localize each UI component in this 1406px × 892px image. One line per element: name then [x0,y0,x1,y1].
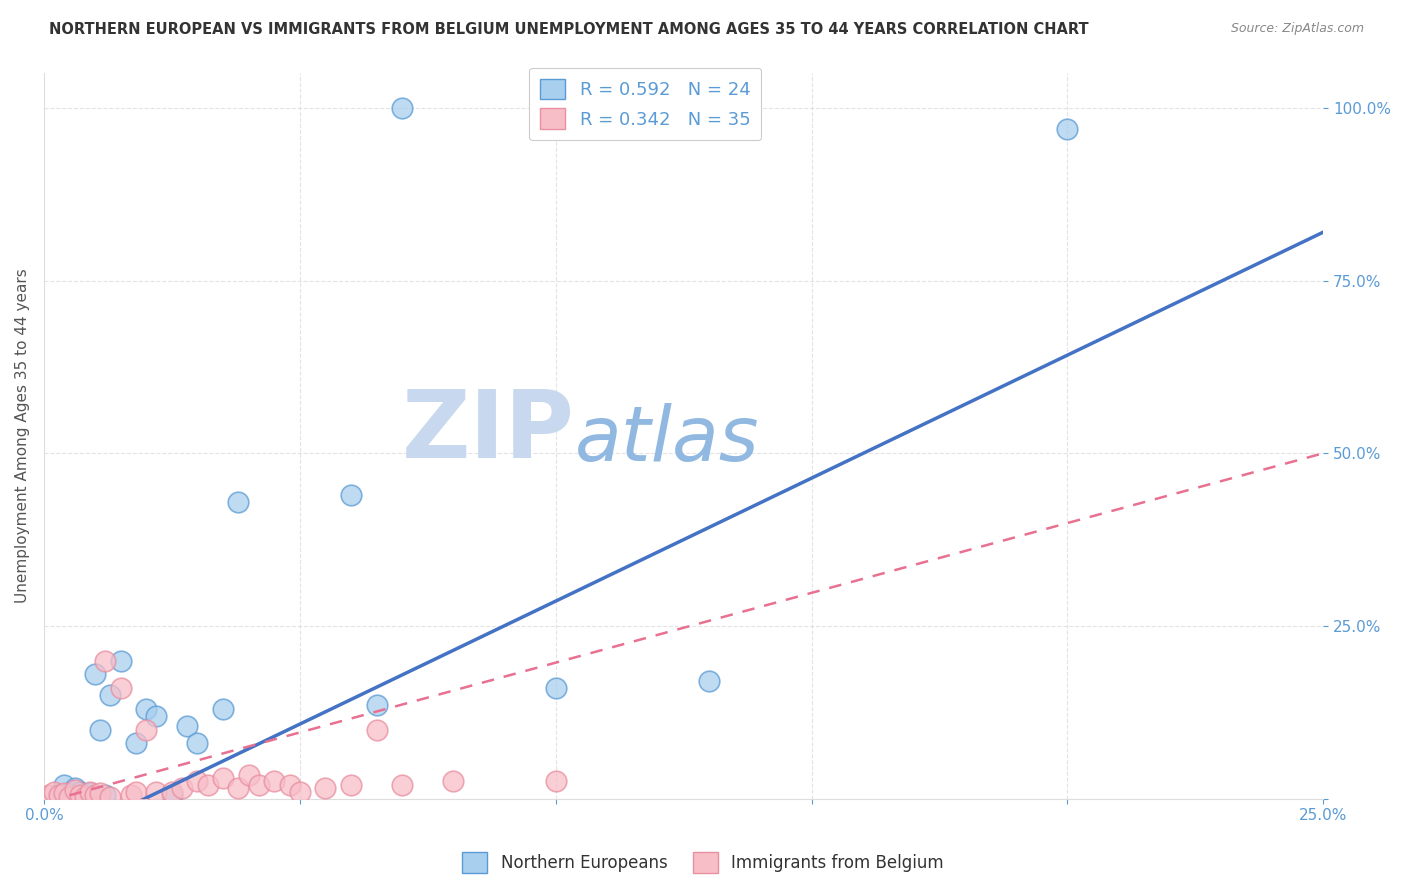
Point [100,789,122,804]
Point [186,774,208,789]
Point [125,785,148,799]
Point [53,786,76,800]
Point [69,785,91,799]
Point [42,785,65,799]
Legend: Northern Europeans, Immigrants from Belgium: Northern Europeans, Immigrants from Belg… [456,846,950,880]
Point [94,789,117,803]
Point [391,778,413,792]
Point [544,774,567,789]
Point [340,778,363,792]
Text: NORTHERN EUROPEAN VS IMMIGRANTS FROM BELGIUM UNEMPLOYMENT AMONG AGES 35 TO 44 YE: NORTHERN EUROPEAN VS IMMIGRANTS FROM BEL… [49,22,1088,37]
Point [170,781,193,796]
Point [176,719,198,733]
Point [48,789,70,803]
Point [228,494,250,508]
Point [79,785,101,799]
Point [110,654,132,668]
Point [120,789,142,803]
Point [145,785,167,799]
Point [697,674,720,689]
Point [212,702,235,716]
Point [238,767,260,781]
Text: ZIP: ZIP [402,386,575,478]
Point [366,723,388,737]
Point [69,789,91,803]
Point [48,789,70,803]
Point [63,781,86,796]
Point [247,778,270,792]
Text: atlas: atlas [575,402,759,476]
Text: Source: ZipAtlas.com: Source: ZipAtlas.com [1230,22,1364,36]
Point [197,778,219,792]
Point [544,681,567,696]
Point [73,789,96,804]
Point [228,781,250,796]
Point [314,781,336,796]
Point [53,778,76,792]
Point [278,778,301,792]
Point [263,774,285,789]
Point [110,681,132,696]
Point [1056,121,1078,136]
Point [145,709,167,723]
Point [100,688,122,702]
Point [135,702,157,716]
Point [94,654,117,668]
Point [89,786,111,800]
Point [391,101,413,115]
Point [79,786,101,800]
Point [288,785,311,799]
Point [84,789,107,803]
Point [89,723,111,737]
Point [63,783,86,797]
Point [73,789,96,803]
Point [58,786,80,800]
Point [125,736,148,750]
Y-axis label: Unemployment Among Ages 35 to 44 years: Unemployment Among Ages 35 to 44 years [15,268,30,603]
Point [340,488,363,502]
Legend: R = 0.592   N = 24, R = 0.342   N = 35: R = 0.592 N = 24, R = 0.342 N = 35 [529,68,761,140]
Point [58,789,80,804]
Point [186,736,208,750]
Point [366,698,388,713]
Point [135,723,157,737]
Point [212,771,235,785]
Point [160,789,183,803]
Point [38,789,60,803]
Point [441,774,464,789]
Point [84,667,107,681]
Point [160,785,183,799]
